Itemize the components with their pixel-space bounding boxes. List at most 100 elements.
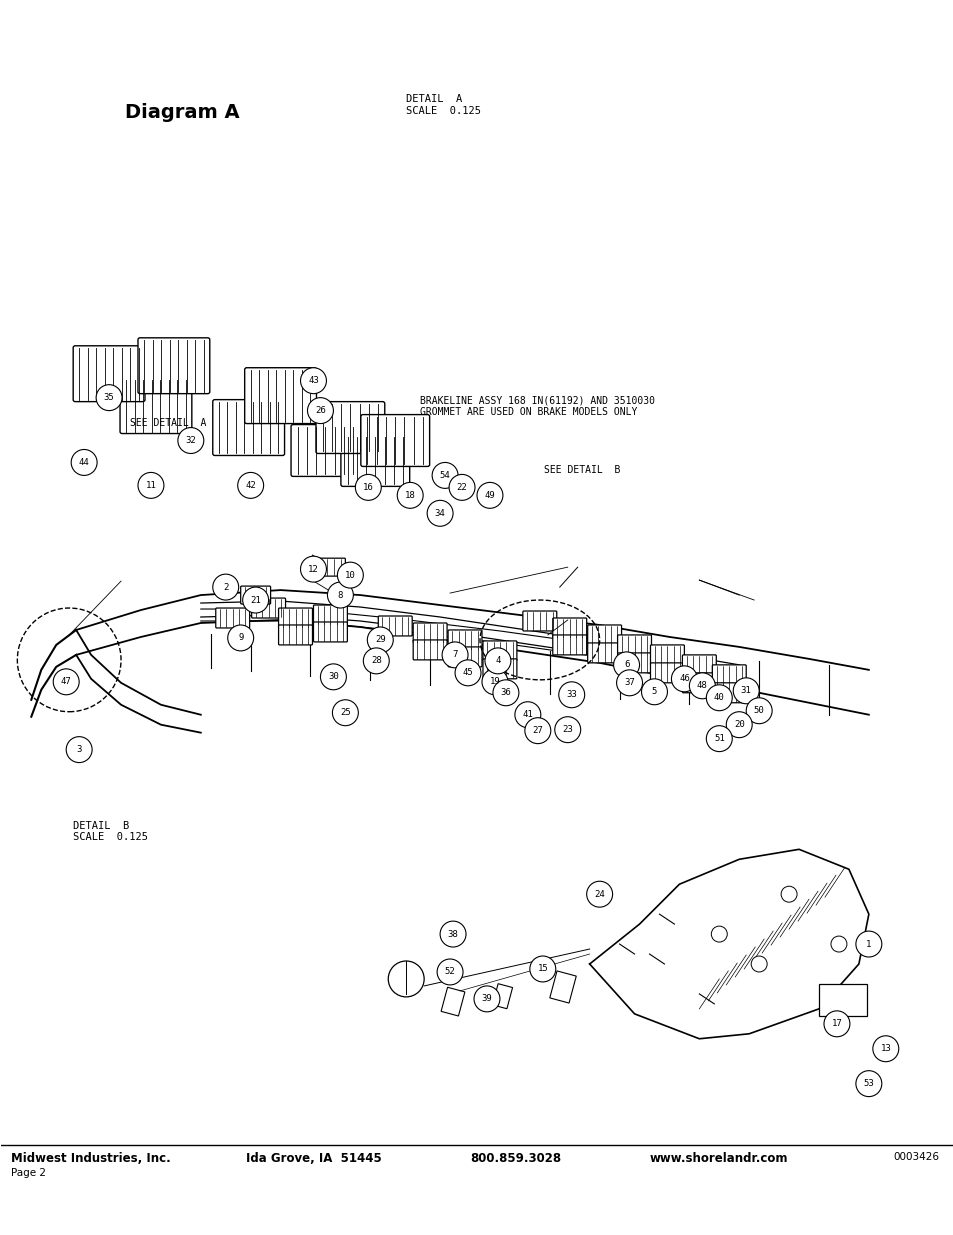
Circle shape (711, 926, 726, 942)
Text: 16: 16 (362, 483, 374, 492)
FancyBboxPatch shape (681, 655, 716, 674)
Circle shape (855, 1071, 881, 1097)
Circle shape (138, 473, 164, 499)
Text: 11: 11 (146, 480, 156, 490)
Circle shape (337, 562, 363, 588)
Circle shape (855, 931, 881, 957)
FancyBboxPatch shape (552, 635, 586, 655)
Text: 15: 15 (537, 965, 548, 973)
Text: SEE DETAIL  A: SEE DETAIL A (130, 417, 206, 429)
Text: 43: 43 (308, 377, 318, 385)
FancyBboxPatch shape (314, 622, 347, 642)
Text: 31: 31 (740, 687, 751, 695)
Circle shape (177, 427, 204, 453)
Text: Diagram A: Diagram A (125, 104, 239, 122)
Bar (440, 987, 464, 1016)
Circle shape (529, 956, 556, 982)
FancyBboxPatch shape (291, 425, 359, 477)
Text: Page 2: Page 2 (11, 1168, 47, 1178)
Circle shape (228, 625, 253, 651)
FancyBboxPatch shape (482, 641, 517, 661)
Circle shape (441, 642, 468, 668)
FancyBboxPatch shape (215, 608, 250, 627)
Text: 37: 37 (623, 678, 635, 688)
Circle shape (355, 474, 381, 500)
Text: 21: 21 (250, 595, 261, 605)
Circle shape (555, 716, 580, 742)
FancyBboxPatch shape (712, 683, 745, 703)
Circle shape (307, 398, 333, 424)
Text: 29: 29 (375, 636, 385, 645)
Circle shape (427, 500, 453, 526)
FancyBboxPatch shape (650, 663, 683, 683)
Text: DETAIL  B
SCALE  0.125: DETAIL B SCALE 0.125 (72, 821, 148, 842)
Text: 25: 25 (339, 708, 351, 718)
Circle shape (613, 652, 639, 678)
Text: 47: 47 (61, 677, 71, 687)
Circle shape (476, 483, 502, 509)
Text: 46: 46 (679, 674, 689, 683)
FancyBboxPatch shape (360, 415, 429, 467)
Circle shape (705, 726, 732, 752)
FancyBboxPatch shape (278, 625, 313, 645)
Text: 22: 22 (456, 483, 467, 492)
Text: 6: 6 (623, 661, 629, 669)
Text: 42: 42 (245, 480, 255, 490)
Text: 7: 7 (452, 651, 457, 659)
Text: 44: 44 (79, 458, 90, 467)
Circle shape (96, 384, 122, 410)
Text: www.shorelandr.com: www.shorelandr.com (649, 1152, 787, 1165)
FancyBboxPatch shape (522, 611, 557, 631)
FancyBboxPatch shape (314, 605, 347, 625)
Circle shape (750, 956, 766, 972)
Text: 34: 34 (435, 509, 445, 517)
FancyBboxPatch shape (617, 653, 651, 673)
Text: 54: 54 (439, 471, 450, 480)
Bar (549, 971, 576, 1003)
FancyBboxPatch shape (315, 401, 384, 453)
Circle shape (705, 684, 732, 710)
Circle shape (242, 587, 269, 613)
Text: 52: 52 (444, 967, 455, 977)
Circle shape (474, 986, 499, 1011)
Circle shape (300, 368, 326, 394)
Text: 28: 28 (371, 656, 381, 666)
Bar (818, 984, 866, 1016)
Text: 9: 9 (237, 634, 243, 642)
Circle shape (213, 574, 238, 600)
Text: 50: 50 (753, 706, 763, 715)
FancyBboxPatch shape (413, 640, 447, 659)
FancyBboxPatch shape (340, 435, 409, 487)
Text: 53: 53 (862, 1079, 873, 1088)
FancyBboxPatch shape (278, 608, 313, 627)
FancyBboxPatch shape (120, 378, 192, 433)
Circle shape (367, 627, 393, 653)
Circle shape (616, 669, 641, 695)
Circle shape (493, 679, 518, 705)
Text: 3: 3 (76, 745, 82, 755)
FancyBboxPatch shape (252, 598, 285, 618)
Text: 38: 38 (447, 930, 458, 939)
FancyBboxPatch shape (681, 673, 716, 693)
Circle shape (689, 673, 715, 699)
FancyBboxPatch shape (240, 587, 271, 604)
Text: 26: 26 (314, 406, 326, 415)
Text: 36: 36 (500, 688, 511, 698)
Circle shape (586, 882, 612, 908)
Circle shape (671, 666, 697, 692)
Circle shape (745, 698, 771, 724)
Circle shape (484, 648, 511, 674)
Text: 19: 19 (489, 677, 499, 687)
Circle shape (872, 1036, 898, 1062)
Circle shape (363, 648, 389, 674)
Text: 24: 24 (594, 889, 604, 899)
FancyBboxPatch shape (587, 643, 621, 663)
Circle shape (781, 887, 796, 903)
Circle shape (436, 960, 462, 986)
Circle shape (823, 1011, 849, 1036)
FancyBboxPatch shape (617, 635, 651, 655)
Text: 18: 18 (404, 490, 416, 500)
FancyBboxPatch shape (650, 645, 683, 664)
Text: 48: 48 (697, 682, 707, 690)
FancyBboxPatch shape (73, 346, 145, 401)
